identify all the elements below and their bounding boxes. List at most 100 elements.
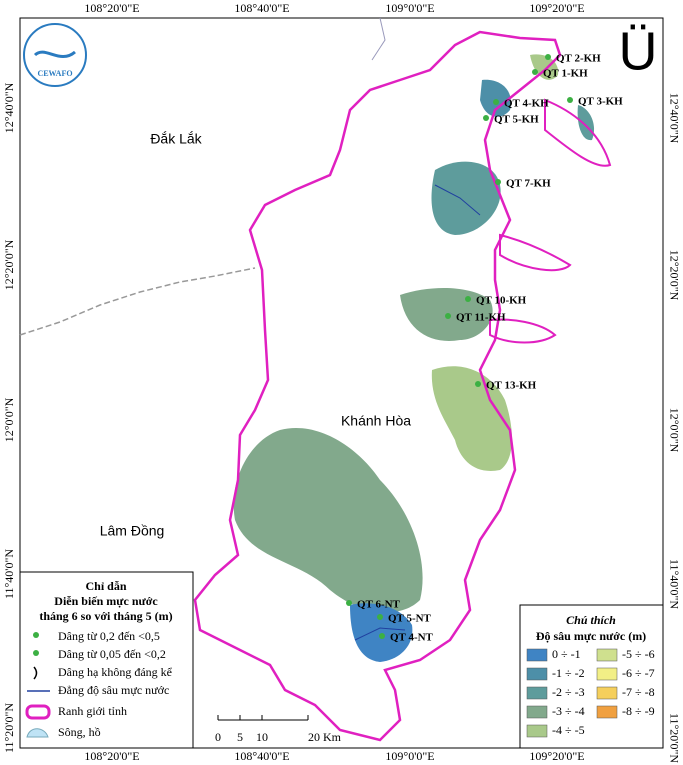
key-subtitle: Độ sâu mực nước (m) xyxy=(536,629,646,643)
legend-swatch xyxy=(526,705,548,719)
depth-area xyxy=(233,428,423,613)
station-marker xyxy=(567,97,573,103)
station-label: QT 4-NT xyxy=(390,632,434,644)
legend-label: -4 ÷ -5 xyxy=(552,723,585,737)
coord-label: 11°20'0"N xyxy=(2,703,16,753)
coord-label: 12°20'0"N xyxy=(667,250,681,301)
station-marker xyxy=(465,296,471,302)
coord-label: 108°20'0"E xyxy=(84,749,139,763)
legend-swatch xyxy=(596,648,618,662)
legend-swatch xyxy=(596,686,618,700)
coord-label: 109°20'0"E xyxy=(529,1,584,15)
depth-area xyxy=(350,603,413,662)
station-label: QT 10-KH xyxy=(476,295,527,307)
coord-label: 12°0'0"N xyxy=(2,397,16,442)
legend-label: -8 ÷ -9 xyxy=(622,704,655,718)
legend-swatch xyxy=(526,686,548,700)
station-marker xyxy=(495,179,501,185)
station-label: QT 2-KH xyxy=(556,53,601,65)
coord-label: 11°20'0"N xyxy=(667,713,681,763)
legend-symbol xyxy=(33,650,39,656)
legend-symbol xyxy=(25,704,51,720)
legend-label: Dâng từ 0,05 đến <0,2 xyxy=(58,647,166,661)
coord-label: 108°20'0"E xyxy=(84,1,139,15)
region-label: Đắk Lắk xyxy=(150,131,202,147)
station-marker xyxy=(532,69,538,75)
province-boundary xyxy=(489,98,612,344)
province-boundary xyxy=(193,30,562,742)
scale-label: 20 Km xyxy=(308,730,342,744)
depth-area xyxy=(431,366,512,471)
coord-label: 12°20'0"N xyxy=(2,239,16,290)
guide-box xyxy=(19,571,194,749)
legend-label: -1 ÷ -2 xyxy=(552,666,585,680)
legend-swatch xyxy=(526,724,548,738)
station-label: QT 5-KH xyxy=(494,114,539,126)
legend-label: -3 ÷ -4 xyxy=(552,704,585,718)
legend-symbol xyxy=(26,728,49,738)
guide-title: Chỉ dẫn xyxy=(85,579,126,593)
north-arrow: Ü xyxy=(619,21,658,81)
legend-symbol xyxy=(33,632,39,638)
legend-swatch xyxy=(526,667,548,681)
coord-label: 11°40'0"N xyxy=(2,549,16,599)
station-label: QT 1-KH xyxy=(543,68,588,80)
scale-label: 0 xyxy=(215,730,221,744)
key-title: Chú thích xyxy=(566,613,616,627)
legend-label: -6 ÷ -7 xyxy=(622,666,655,680)
legend-label: Dâng hạ không đáng kể xyxy=(58,665,173,679)
legend-swatch xyxy=(596,705,618,719)
legend-label: Dâng từ 0,2 đến <0,5 xyxy=(58,629,160,643)
legend-label: -7 ÷ -8 xyxy=(622,685,655,699)
station-label: QT 13-KH xyxy=(486,380,537,392)
logo-wave xyxy=(33,50,76,59)
station-label: QT 4-KH xyxy=(504,98,549,110)
station-marker xyxy=(493,99,499,105)
isobath xyxy=(354,627,406,641)
station-marker xyxy=(475,381,481,387)
legend-label: -5 ÷ -6 xyxy=(622,647,655,661)
depth-area xyxy=(577,105,595,141)
legend-label: Đẳng độ sâu mực nước xyxy=(58,683,169,697)
coord-label: 109°0'0"E xyxy=(385,749,434,763)
isobath xyxy=(434,184,481,216)
region-label: Lâm Đồng xyxy=(100,523,165,539)
legend-swatch xyxy=(526,648,548,662)
coord-label: 109°20'0"E xyxy=(529,749,584,763)
legend-label: Ranh giới tỉnh xyxy=(58,704,127,718)
guide-subtitle: Diễn biến mực nước xyxy=(54,594,158,608)
depth-area xyxy=(480,79,511,117)
station-label: QT 3-KH xyxy=(578,96,623,108)
coord-label: 108°40'0"E xyxy=(234,749,289,763)
station-marker xyxy=(346,600,352,606)
coord-label: 11°40'0"N xyxy=(667,559,681,609)
coord-label: 12°40'0"N xyxy=(667,93,681,144)
station-marker xyxy=(445,313,451,319)
station-marker xyxy=(377,614,383,620)
station-marker xyxy=(379,633,385,639)
station-marker xyxy=(483,115,489,121)
legend-label: 0 ÷ -1 xyxy=(552,647,581,661)
region-label: Khánh Hòa xyxy=(341,413,411,429)
station-label: QT 7-KH xyxy=(506,178,551,190)
coord-label: 109°0'0"E xyxy=(385,1,434,15)
legend-label: Sông, hồ xyxy=(58,725,101,739)
scale-label: 5 xyxy=(237,730,243,744)
province-border xyxy=(19,267,256,336)
legend-swatch xyxy=(596,667,618,681)
station-marker xyxy=(545,54,551,60)
coord-label: 108°40'0"E xyxy=(234,1,289,15)
coord-label: 12°0'0"N xyxy=(667,408,681,453)
depth-area xyxy=(530,54,559,80)
legend-label: -2 ÷ -3 xyxy=(552,685,585,699)
legend-symbol xyxy=(33,666,38,680)
coord-label: 12°40'0"N xyxy=(2,82,16,133)
station-label: QT 6-NT xyxy=(357,599,401,611)
river xyxy=(371,17,386,61)
scale-label: 10 xyxy=(256,730,268,744)
station-label: QT 11-KH xyxy=(456,312,506,324)
station-label: QT 5-NT xyxy=(388,613,432,625)
depth-area xyxy=(431,161,501,235)
guide-period: tháng 6 so với tháng 5 (m) xyxy=(39,609,172,623)
